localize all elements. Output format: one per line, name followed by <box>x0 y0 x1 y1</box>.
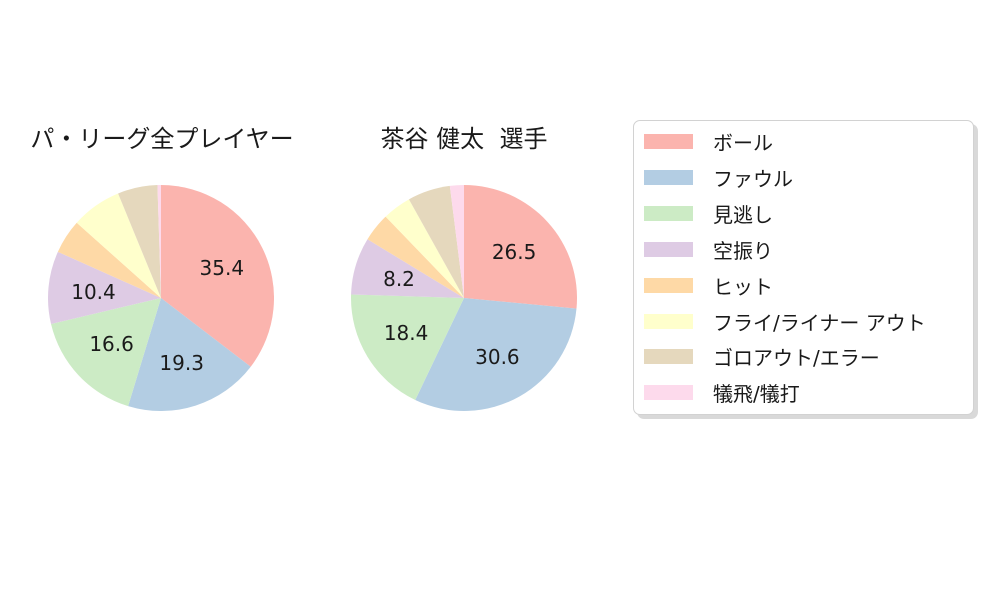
legend-swatch <box>644 349 693 365</box>
pie-slice-4 <box>367 216 464 298</box>
pie-slice-2 <box>51 298 161 407</box>
legend-item-label: ボール <box>713 131 773 156</box>
legend-item-label: 見逃し <box>713 203 773 228</box>
pie-pa-league-svg <box>48 185 274 411</box>
legend-item-label: ヒット <box>713 274 773 299</box>
pie-slice-7 <box>449 185 464 298</box>
pie-player-svg <box>351 185 577 411</box>
legend-swatch <box>644 134 693 150</box>
pie-slice-5 <box>76 193 161 298</box>
legend: ボールファウル見逃し空振りヒットフライ/ライナー アウト ゴロアウト/エラー 犠飛/… <box>633 120 974 415</box>
pie-slice-3 <box>351 239 464 298</box>
legend-item: 空振り <box>634 232 973 268</box>
slice-value-label: 30.6 <box>475 345 520 369</box>
legend-item: ヒット <box>634 267 973 303</box>
slice-value-label: 8.2 <box>383 266 415 291</box>
slice-value-label: 26.5 <box>491 240 537 265</box>
pie-slice-4 <box>57 222 162 298</box>
chart-title-player: 茶谷 健太 選手 <box>380 125 548 153</box>
pie-slice-6 <box>408 185 464 298</box>
legend-item: 犠飛/犠打 <box>634 375 973 411</box>
pie-chart-player: 26.5 30.6 18.4 8.2 <box>351 185 577 411</box>
slice-value-label: 18.4 <box>383 321 429 346</box>
legend-item: 見逃し <box>634 196 973 232</box>
slice-value-label: 35.4 <box>199 256 245 280</box>
legend-item-label: 犠飛/犠打 <box>713 382 800 407</box>
legend-item: ファウル <box>634 160 973 196</box>
pie-slice-2 <box>351 294 464 400</box>
pie-slice-0 <box>464 185 577 309</box>
legend-item-label: 空振り <box>713 238 773 263</box>
pie-slice-3 <box>48 251 162 325</box>
pie-slice-5 <box>385 199 464 298</box>
legend-swatch <box>644 170 693 186</box>
pie-slice-1 <box>415 298 577 411</box>
legend-swatch <box>644 313 693 329</box>
slice-value-label: 19.3 <box>159 350 204 375</box>
legend-item: ゴロアウト/エラー <box>634 339 973 375</box>
slice-value-label: 10.4 <box>71 279 116 304</box>
legend-item-label: フライ/ライナー アウト <box>713 310 926 335</box>
pie-chart-pa-league: 35.4 19.3 16.6 10.4 <box>48 185 274 411</box>
legend-item-label: ゴロアウト/エラー <box>713 346 880 371</box>
pie-slice-7 <box>157 185 161 298</box>
pie-slice-0 <box>161 185 274 367</box>
chart-title-pa-league: パ・リーグ全プレイヤー <box>30 125 294 153</box>
legend-item-label: ファウル <box>713 167 793 192</box>
pie-slice-6 <box>118 185 161 298</box>
slice-value-label: 16.6 <box>89 332 134 357</box>
legend-swatch <box>644 206 693 222</box>
legend-item: フライ/ライナー アウト <box>634 303 973 339</box>
legend-swatch <box>644 241 693 257</box>
pie-slice-1 <box>128 298 251 411</box>
legend-swatch <box>644 385 693 401</box>
legend-item: ボール <box>634 124 973 160</box>
legend-swatch <box>644 277 693 293</box>
